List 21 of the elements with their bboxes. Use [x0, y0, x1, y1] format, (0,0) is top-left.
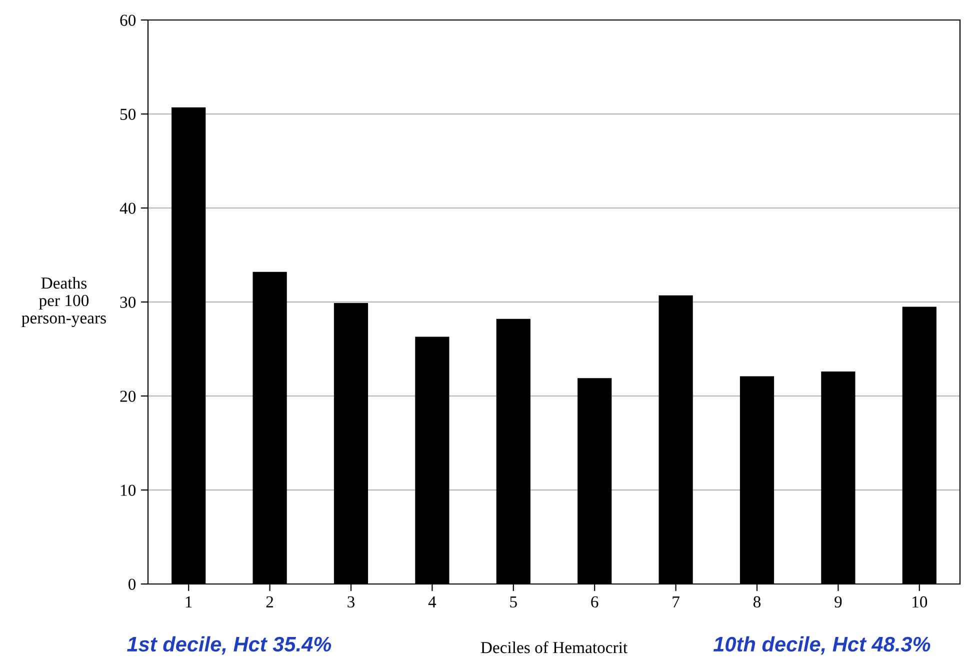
y-tick-label: 50 — [120, 108, 136, 120]
y-tick-label: 0 — [128, 578, 136, 590]
text: 1st decile, Hct 35.4% — [127, 636, 332, 655]
x-tick-label: 10 — [912, 596, 928, 608]
text: 10th decile, Hct 48.3% — [713, 636, 930, 655]
x-tick-label: 4 — [428, 596, 436, 608]
y-tick-label: 20 — [120, 390, 136, 402]
y-tick-label: 30 — [120, 296, 136, 308]
x-tick-label: 6 — [591, 596, 598, 608]
y-tick-label: 60 — [120, 14, 136, 26]
x-tick-label: 3 — [348, 596, 355, 608]
y-axis-title: Deaths per 100 person-years — [22, 276, 106, 328]
y-tick-label: 40 — [120, 202, 136, 214]
x-tick-label: 5 — [510, 596, 517, 608]
x-tick-label: 1 — [186, 596, 192, 608]
x-axis-title: Deciles of Hematocrit — [480, 641, 628, 654]
y-tick-label: 10 — [120, 484, 136, 496]
x-tick-label: 7 — [672, 596, 680, 608]
x-tick-label: 9 — [834, 596, 842, 608]
x-tick-label: 8 — [753, 596, 761, 608]
x-tick-label: 2 — [266, 596, 274, 608]
